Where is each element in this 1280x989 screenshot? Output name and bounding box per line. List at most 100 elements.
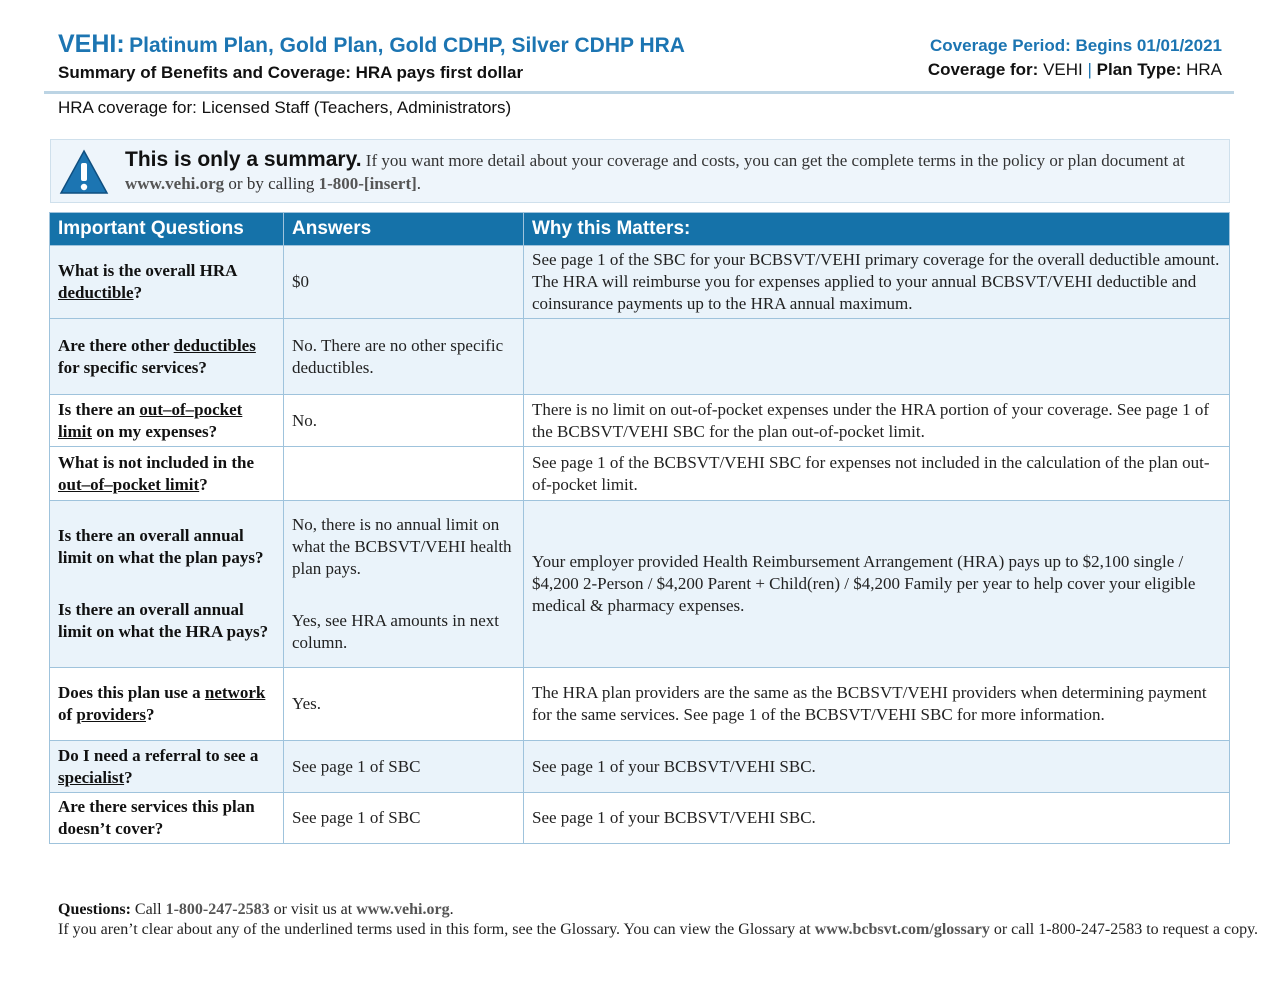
question: Is there an overall annual limit on what… <box>58 525 275 569</box>
table-row: Is there an out–of–pocket limit on my ex… <box>49 394 1230 447</box>
answer: Yes, see HRA amounts in next column. <box>292 611 499 652</box>
question: Are there other deductibles for specific… <box>58 335 275 379</box>
question-text: What is not included in the <box>58 452 255 472</box>
footer-glossary: If you aren’t clear about any of the und… <box>58 920 1258 940</box>
table-row: Are there other deductibles for specific… <box>49 318 1230 395</box>
why-cell: See page 1 of the SBC for your BCBSVT/VE… <box>523 245 1230 319</box>
glossary-term: out–of–pocket limit <box>58 474 200 494</box>
question-text: ? <box>124 767 133 787</box>
question: Does this plan use a network of provider… <box>58 682 275 726</box>
footer-text: If you aren’t clear about any of the und… <box>58 921 815 938</box>
question-text: Is there an <box>58 399 140 419</box>
why-cell <box>523 318 1230 395</box>
why: There is no limit on out-of-pocket expen… <box>532 399 1209 441</box>
question-text: Is there an overall annual limit on what… <box>58 600 269 641</box>
why: Your employer provided Health Reimbursem… <box>532 552 1196 615</box>
plan-type-label: Plan Type: <box>1096 60 1182 79</box>
answer-cell <box>283 446 524 501</box>
answer-cell: No. <box>283 394 524 447</box>
footer-emphasis: 1-800-247-2583 <box>165 901 270 918</box>
header-left: VEHI: Platinum Plan, Gold Plan, Gold CDH… <box>58 30 685 83</box>
question-text: on my expenses? <box>92 421 218 441</box>
footer-emphasis: Questions: <box>58 901 131 918</box>
why-cell: There is no limit on out-of-pocket expen… <box>523 394 1230 447</box>
table-row: What is the overall HRA deductible? $0 See… <box>49 245 1230 319</box>
footer-text: Call <box>130 901 166 918</box>
question-text: for specific services? <box>58 357 207 377</box>
answer: See page 1 of SBC <box>292 808 421 827</box>
notice-part: . <box>416 174 422 193</box>
glossary-term: network <box>204 683 266 702</box>
coverage-for: VEHI <box>1043 60 1083 79</box>
answer: $0 <box>292 272 309 291</box>
answer-cell: No. There are no other specific deductib… <box>283 318 524 395</box>
question: Are there services this plan doesn’t cov… <box>58 796 275 840</box>
answer-cell: See page 1 of SBC <box>283 740 524 793</box>
plans: Platinum Plan, Gold Plan, Gold CDHP, Sil… <box>129 34 685 57</box>
question: Is there an out–of–pocket limit on my ex… <box>58 399 275 443</box>
question: Do I need a referral to see a specialist… <box>58 745 275 789</box>
answer-cell: See page 1 of SBC <box>283 792 524 844</box>
subtitle: Summary of Benefits and Coverage: HRA pa… <box>58 63 524 82</box>
table-row: Is there an overall annual limit on what… <box>49 500 1230 668</box>
table-row: Do I need a referral to see a specialist… <box>49 740 1230 793</box>
benefits-table: Important Questions Answers Why this Matte… <box>49 212 1230 844</box>
separator: | <box>1087 60 1092 79</box>
answer-cell: $0 <box>283 245 524 319</box>
footer-questions: Questions: Call 1-800-247-2583 or visit … <box>58 900 1258 920</box>
coverage-line: HRA coverage for: Licensed Staff (Teache… <box>58 98 512 117</box>
why: See page 1 of the BCBSVT/VEHI SBC for ex… <box>532 452 1210 494</box>
question: Is there an overall annual limit on what… <box>58 599 275 643</box>
table-row: What is not included in the out–of–pocke… <box>49 446 1230 501</box>
question-text: Do I need a referral to see a <box>58 745 259 765</box>
why-cell: See page 1 of your BCBSVT/VEHI SBC. <box>523 740 1230 793</box>
why: See page 1 of your BCBSVT/VEHI SBC. <box>532 756 816 776</box>
footer-text: . <box>449 901 454 918</box>
question-cell: Is there an out–of–pocket limit on my ex… <box>49 394 284 447</box>
question-cell: Do I need a referral to see a specialist… <box>49 740 284 793</box>
question-text: Is there an overall annual limit on what… <box>58 526 264 567</box>
question-text: Are there other <box>58 335 174 355</box>
question-text: Does this plan use a <box>58 683 205 702</box>
question-text: of <box>58 705 77 724</box>
table-row: Does this plan use a network of provider… <box>49 667 1230 741</box>
glossary-term: providers <box>76 705 146 724</box>
coverage-for-label: Coverage for: <box>927 60 1039 79</box>
glossary-term: specialist <box>58 767 125 787</box>
question-text: ? <box>133 283 143 302</box>
column-header: Why this Matters: <box>523 212 1230 246</box>
brand: VEHI: <box>58 30 125 58</box>
answer: No, there is no annual limit on what the… <box>292 515 512 578</box>
question-text: What is the overall HRA <box>58 261 237 280</box>
why: See page 1 of your BCBSVT/VEHI SBC. <box>532 808 816 827</box>
notice-part: www.vehi.org <box>125 174 225 193</box>
header-row: Important Questions Answers Why this Matte… <box>49 212 1230 246</box>
footer-text: or call 1-800-247-2583 to request a copy… <box>989 921 1259 938</box>
notice-heading: This is only a summary. <box>125 148 362 171</box>
notice-part: or by calling <box>224 174 319 193</box>
answer: Yes. <box>292 694 321 713</box>
question-cell: Are there other deductibles for specific… <box>49 318 284 395</box>
header-rule <box>44 91 1234 94</box>
table-row: Are there services this plan doesn’t cov… <box>49 792 1230 844</box>
notice-part: If you want more detail about your cover… <box>361 151 1185 170</box>
why: See page 1 of the SBC for your BCBSVT/VE… <box>532 250 1220 313</box>
answer-cell: Yes. <box>283 667 524 741</box>
question-cell: Are there services this plan doesn’t cov… <box>49 792 284 844</box>
coverage-info: Coverage for: VEHI | Plan Type: HRA <box>928 60 1222 80</box>
why-cell: See page 1 of your BCBSVT/VEHI SBC. <box>523 792 1230 844</box>
column-header: Important Questions <box>49 212 284 246</box>
coverage-period: Coverage Period: Begins 01/01/2021 <box>930 36 1222 55</box>
glossary-term: out–of–pocket limit <box>58 399 243 441</box>
title-line: VEHI: Platinum Plan, Gold Plan, Gold CDH… <box>58 30 685 59</box>
question-cell: Is there an overall annual limit on what… <box>49 500 284 668</box>
why-cell: See page 1 of the BCBSVT/VEHI SBC for ex… <box>523 446 1230 501</box>
question: What is the overall HRA deductible? <box>58 260 275 304</box>
question-cell: Does this plan use a network of provider… <box>49 667 284 741</box>
footer-text: or visit us at <box>269 901 357 918</box>
question-cell: What is not included in the out–of–pocke… <box>49 446 284 501</box>
question-cell: What is the overall HRA deductible? <box>49 245 284 319</box>
column-header: Answers <box>283 212 524 246</box>
question: What is not included in the out–of–pocke… <box>58 452 275 496</box>
